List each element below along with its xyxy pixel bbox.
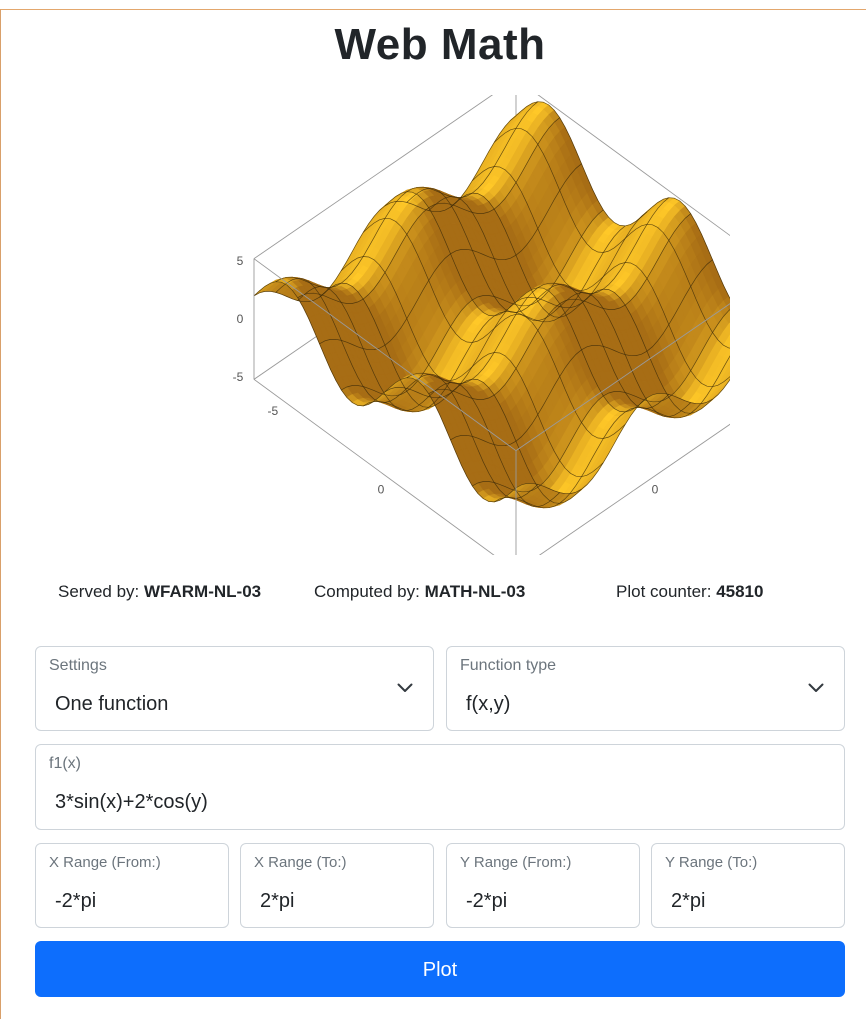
page-title: Web Math [334, 20, 546, 69]
settings-label: Settings [49, 657, 107, 674]
tick-label: -5 [233, 370, 244, 384]
served-by-info: Served by: WFARM-NL-03 [58, 582, 261, 602]
tick-label: -5 [267, 404, 278, 418]
x-range-to-label: X Range (To:) [254, 854, 347, 871]
tick-label: 0 [237, 312, 244, 326]
computed-by-label: Computed by: [314, 582, 420, 601]
plot-counter-label: Plot counter: [616, 582, 712, 601]
bounding-box-front [253, 258, 730, 555]
tick-label: -5 [545, 554, 556, 555]
settings-select[interactable]: Settings One function [35, 646, 434, 731]
function-type-label: Function type [460, 657, 557, 674]
surface-mesh [253, 101, 730, 509]
y-range-from-label: Y Range (From:) [460, 854, 572, 871]
y-range-to-label: Y Range (To:) [665, 854, 758, 871]
plot-counter-info: Plot counter: 45810 [616, 582, 763, 602]
y-range-from-value: -2*pi [466, 890, 508, 912]
surface-plot-3d: 50-5-50550-5 [233, 95, 730, 555]
x-range-from-input[interactable]: X Range (From:) -2*pi [35, 843, 229, 928]
f1-value: 3*sin(x)+2*cos(y) [55, 791, 208, 813]
x-range-to-input[interactable]: X Range (To:) 2*pi [240, 843, 434, 928]
chevron-down-icon [397, 683, 413, 692]
tick-label: 0 [378, 482, 385, 496]
plot-counter-value: 45810 [716, 582, 764, 601]
computed-by-value: MATH-NL-03 [424, 582, 526, 601]
axis-ticks: 50-5-50550-5 [233, 254, 659, 555]
y-range-from-input[interactable]: Y Range (From:) -2*pi [446, 843, 640, 928]
f1-label: f1(x) [49, 755, 81, 772]
plot-button[interactable]: Plot [35, 941, 845, 997]
computed-by-info: Computed by: MATH-NL-03 [314, 582, 525, 602]
page-frame [0, 9, 866, 1019]
tick-label: 0 [652, 482, 659, 496]
served-by-label: Served by: [58, 582, 140, 601]
f1-input[interactable]: f1(x) 3*sin(x)+2*cos(y) [35, 744, 845, 830]
function-type-value: f(x,y) [466, 693, 511, 715]
x-range-to-value: 2*pi [260, 890, 295, 912]
x-range-from-value: -2*pi [55, 890, 97, 912]
settings-value: One function [55, 693, 169, 715]
y-range-to-input[interactable]: Y Range (To:) 2*pi [651, 843, 845, 928]
y-range-to-value: 2*pi [671, 890, 706, 912]
chevron-down-icon [808, 683, 824, 692]
served-by-value: WFARM-NL-03 [144, 582, 262, 601]
tick-label: 5 [237, 254, 244, 268]
x-range-from-label: X Range (From:) [49, 854, 161, 871]
function-type-select[interactable]: Function type f(x,y) [446, 646, 845, 731]
